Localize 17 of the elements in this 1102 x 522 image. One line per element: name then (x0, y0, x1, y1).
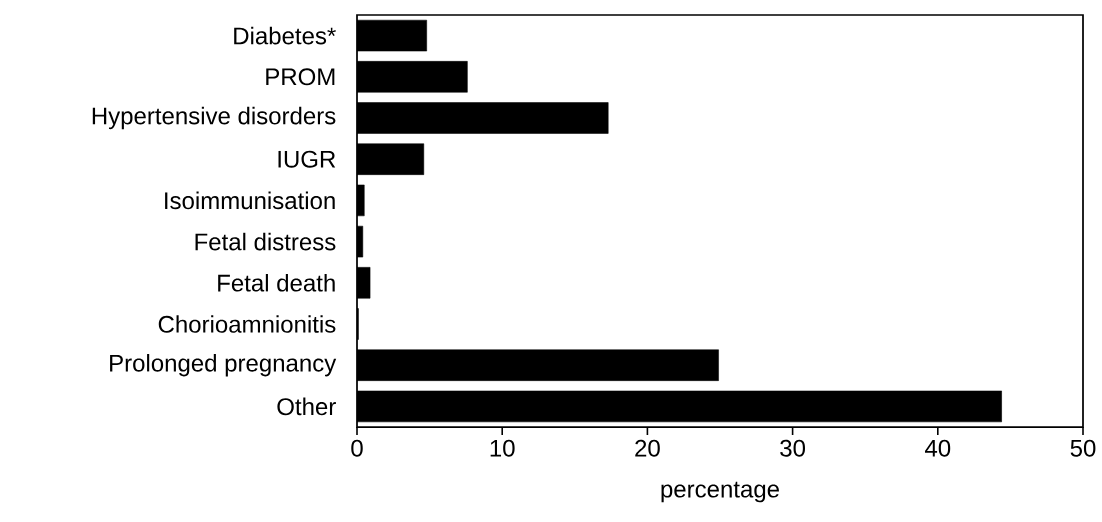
x-tick-label: 10 (490, 439, 515, 457)
y-tick-label: Other (277, 397, 336, 416)
x-tick-label: 20 (635, 439, 660, 457)
y-tick-label: PROM (266, 68, 335, 86)
x-axis-title: percentage (661, 481, 779, 503)
y-tick-label: Isoimmunisation (165, 191, 335, 210)
x-tick-label: 30 (780, 439, 806, 457)
x-tick-label: 0 (351, 439, 363, 457)
x-tick-label: 40 (925, 439, 951, 457)
y-tick-label: Fetal death (218, 273, 335, 292)
x-tick-label: 50 (1070, 439, 1096, 457)
y-tick-label: Hypertensive disorders (92, 106, 336, 130)
y-tick-label: IUGR (278, 150, 336, 168)
y-tick-label: Fetal distress (195, 232, 336, 251)
y-tick-label: Diabetes* (234, 26, 336, 45)
y-tick-label: Prolonged pregnancy (110, 354, 337, 377)
y-tick-label: Chorioamnionitis (158, 315, 336, 333)
